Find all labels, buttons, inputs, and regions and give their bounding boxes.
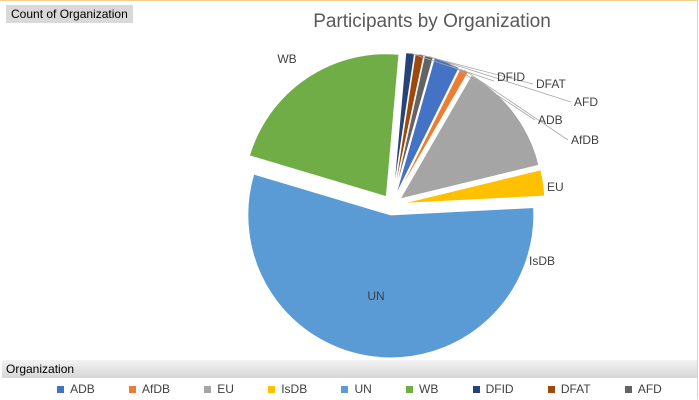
slice-label-un: UN <box>367 289 384 303</box>
legend-label: UN <box>354 382 372 396</box>
legend-item-eu[interactable]: EU <box>204 382 234 396</box>
pie-slice-isdb[interactable] <box>401 169 546 205</box>
slice-label-afdb: AfDB <box>571 133 599 147</box>
axis-field-label: Organization <box>6 362 75 376</box>
axis-field-button[interactable]: Organization <box>2 360 697 378</box>
pie-slice-dfid[interactable] <box>392 52 416 196</box>
pie-slices <box>247 52 546 359</box>
leader-line-afdb <box>464 69 569 141</box>
legend-item-isdb[interactable]: IsDB <box>268 382 307 396</box>
legend-swatch <box>268 385 276 393</box>
leader-line-afd <box>428 56 572 103</box>
pie-chart: Participants by Organization EU IsDB UN WB D… <box>247 11 599 359</box>
leader-line-dfid <box>410 52 495 82</box>
slice-labels: EU IsDB UN WB DFID DFAT AFD ADB AfDB <box>277 52 599 303</box>
legend-label: EU <box>217 382 234 396</box>
legend-swatch <box>204 385 212 393</box>
legend-swatch <box>57 385 65 393</box>
legend-item-un[interactable]: UN <box>341 382 372 396</box>
value-field-button[interactable]: Count of Organization <box>6 5 133 23</box>
legend-item-afd[interactable]: AFD <box>624 382 662 396</box>
slice-label-adb: ADB <box>538 113 563 127</box>
legend-item-dfid[interactable]: DFID <box>472 382 514 396</box>
legend-label: IsDB <box>281 382 308 396</box>
legend-label: DFID <box>485 382 514 396</box>
legend-item-afdb[interactable]: AfDB <box>129 382 170 396</box>
slice-label-isdb: IsDB <box>529 254 555 268</box>
chart-title: Participants by Organization <box>313 11 551 32</box>
legend-label: AfDB <box>142 382 171 396</box>
legend-swatch <box>624 385 632 393</box>
slice-label-eu: EU <box>547 180 564 194</box>
legend-swatch <box>547 385 555 393</box>
slice-label-dfid: DFID <box>497 70 525 84</box>
legend-swatch <box>341 385 349 393</box>
legend-item-wb[interactable]: WB <box>406 382 438 396</box>
slice-label-afd: AFD <box>574 95 598 109</box>
pie-slice-un[interactable] <box>247 173 535 359</box>
legend-item-dfat[interactable]: DFAT <box>547 382 591 396</box>
legend-swatch <box>129 385 137 393</box>
legend-swatch <box>406 385 414 393</box>
legend-label: DFAT <box>560 382 591 396</box>
legend-label: WB <box>419 382 439 396</box>
chart-legend: ADB AfDB EU IsDB UN WB DFID DFAT AFD <box>0 380 699 398</box>
leader-lines <box>410 52 572 141</box>
slice-label-wb: WB <box>277 52 296 66</box>
legend-item-adb[interactable]: ADB <box>57 382 95 396</box>
leader-line-adb <box>446 61 536 121</box>
slice-label-dfat: DFAT <box>536 77 566 91</box>
legend-label: AFD <box>637 382 662 396</box>
legend-swatch <box>472 385 480 393</box>
legend-label: ADB <box>70 382 95 396</box>
pie-slice-wb[interactable] <box>248 53 400 198</box>
